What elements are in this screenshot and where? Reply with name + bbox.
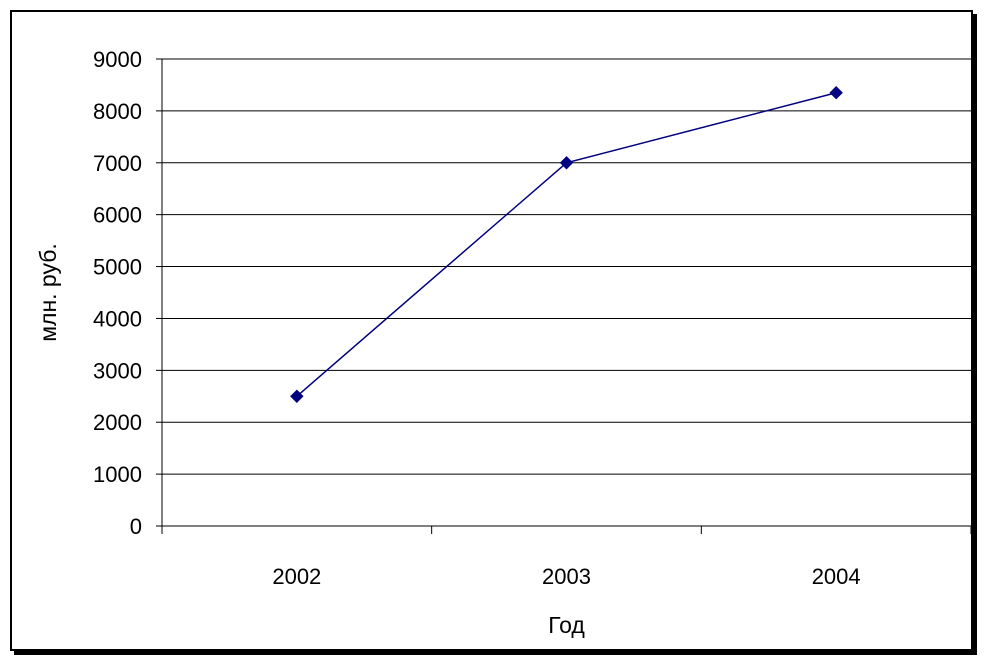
y-tick-labels: 0 1000 2000 3000 4000 5000 6000 7000 8000 9000 [93, 47, 142, 539]
axes [156, 58, 972, 534]
y-tick-label: 0 [130, 514, 142, 539]
y-tick-label: 8000 [93, 99, 142, 124]
y-tick-label: 1000 [93, 462, 142, 487]
x-tick-label: 2002 [272, 564, 321, 589]
y-tick-label: 6000 [93, 203, 142, 228]
y-tick-label: 3000 [93, 358, 142, 383]
y-tick-label: 7000 [93, 151, 142, 176]
x-tick-label: 2004 [812, 564, 861, 589]
data-point-marker [829, 86, 843, 100]
series [290, 86, 843, 403]
y-tick-label: 2000 [93, 410, 142, 435]
data-point-marker [290, 389, 304, 403]
series-line [296, 92, 837, 397]
y-tick-label: 9000 [93, 47, 142, 72]
x-tick-labels: 2002 2003 2004 [272, 564, 860, 589]
chart-frame: 0 1000 2000 3000 4000 5000 6000 7000 8000 9000 20… [10, 10, 973, 651]
x-axis-label: Год [548, 612, 585, 638]
gridlines [162, 58, 971, 475]
y-axis-label: млн. руб. [35, 243, 61, 342]
line-chart: 0 1000 2000 3000 4000 5000 6000 7000 8000 9000 20… [35, 47, 972, 638]
x-tick-label: 2003 [542, 564, 591, 589]
data-point-marker [559, 156, 574, 170]
y-tick-label: 4000 [93, 306, 142, 331]
y-tick-label: 5000 [93, 255, 142, 280]
